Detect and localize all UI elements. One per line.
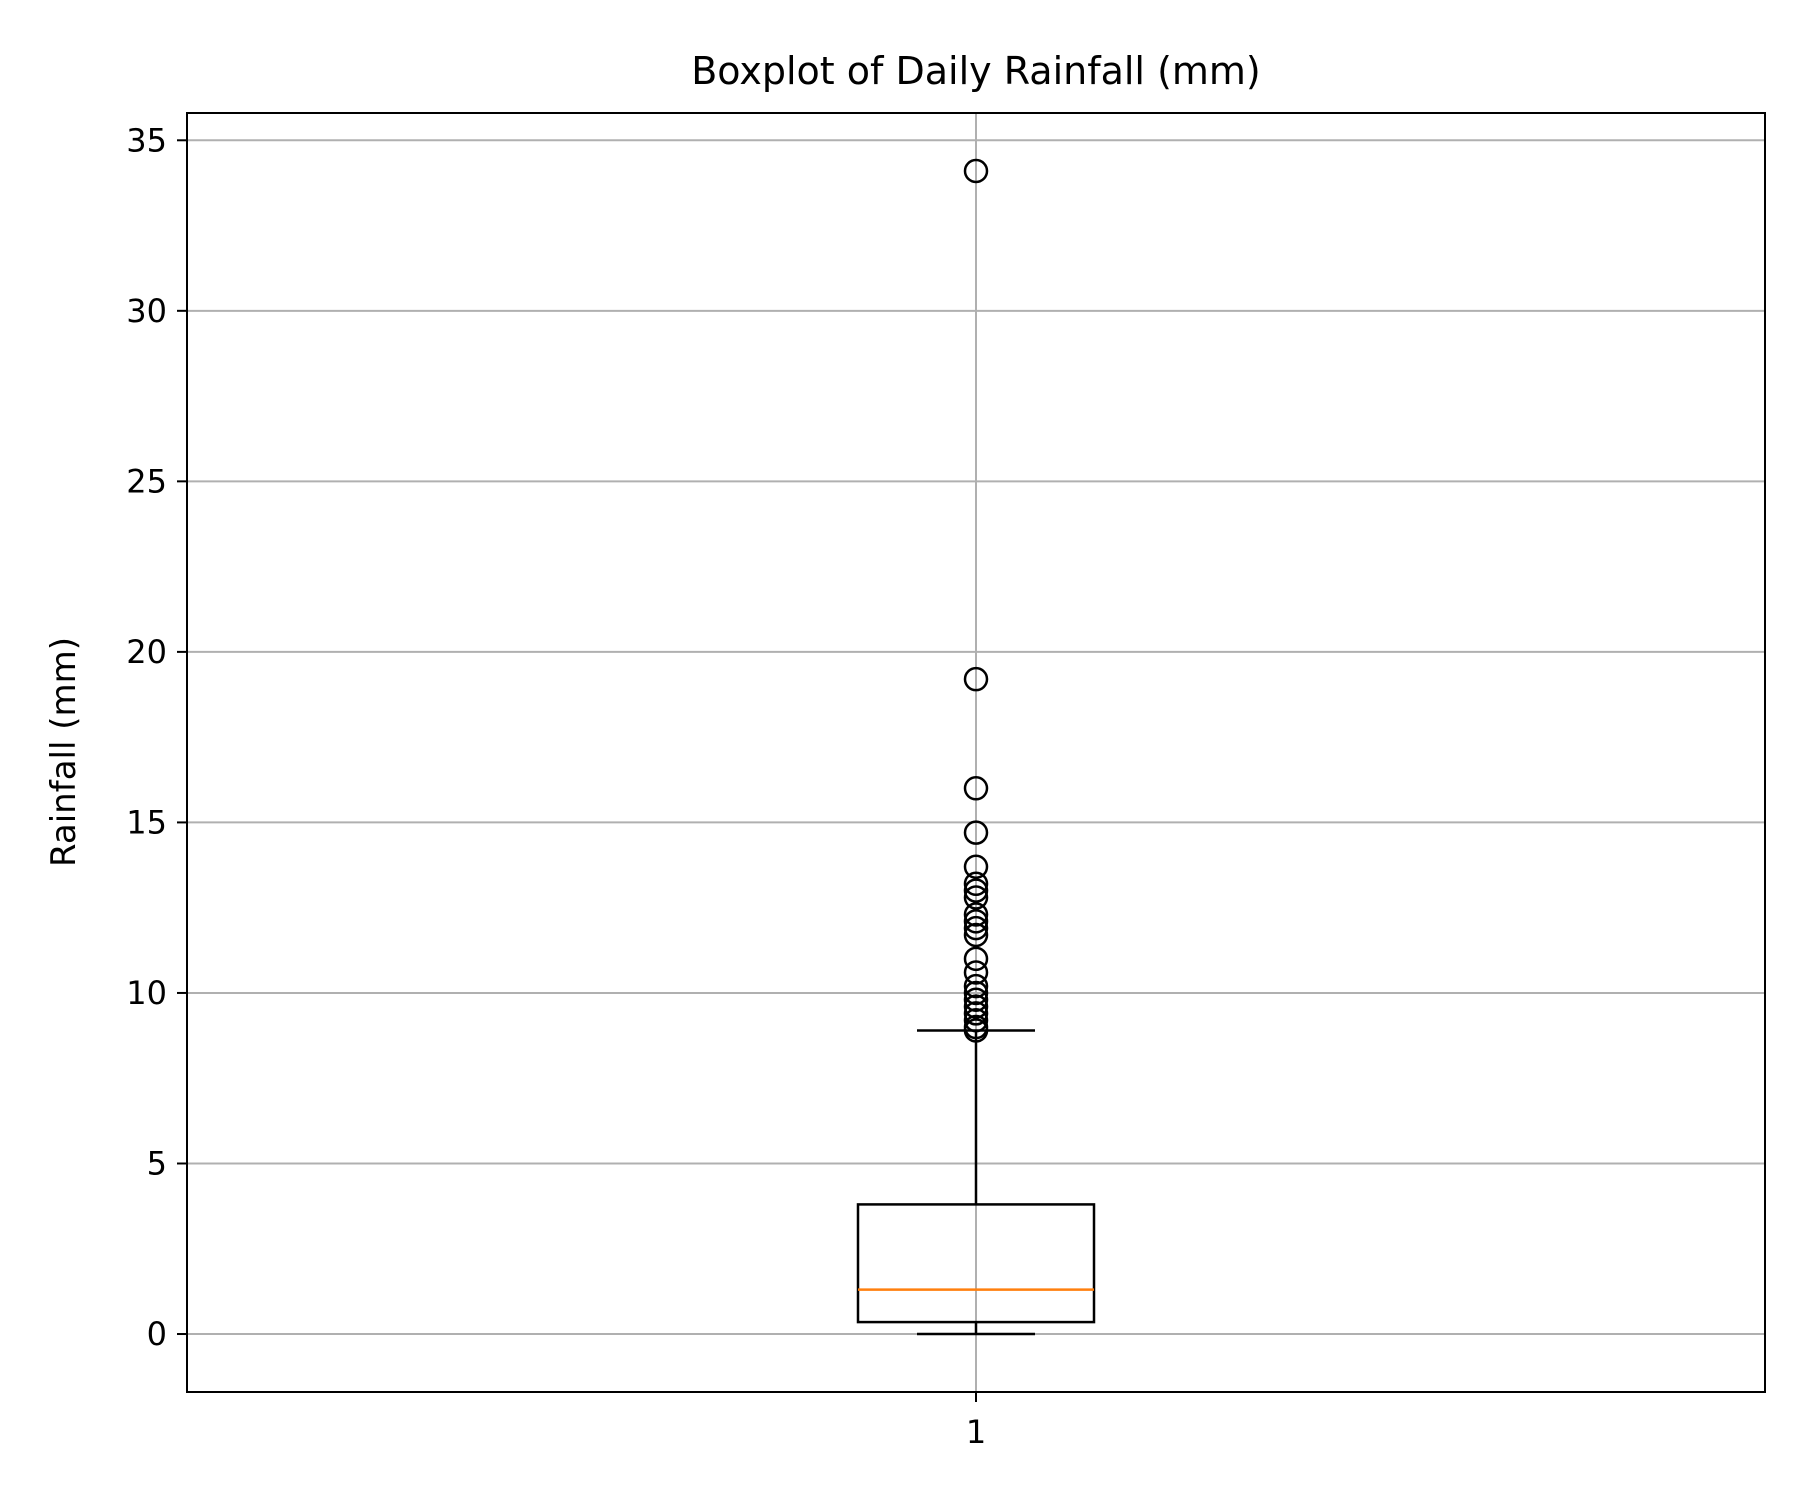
outlier-point bbox=[963, 922, 989, 948]
outlier-point bbox=[963, 994, 989, 1019]
outlier-point bbox=[963, 158, 989, 184]
outlier-point bbox=[963, 1014, 989, 1040]
axes-frame bbox=[186, 112, 1766, 1393]
outlier-point bbox=[963, 820, 989, 845]
outlier-point bbox=[963, 871, 989, 897]
y-tick-label: 5 bbox=[147, 1144, 167, 1182]
axis-layer: 0 5 10 15 20 25 30 35 1 bbox=[126, 121, 986, 1451]
y-tick-label: 10 bbox=[126, 974, 167, 1012]
y-tick-label: 15 bbox=[126, 803, 167, 841]
flier-layer bbox=[963, 158, 989, 1043]
outlier-point bbox=[963, 973, 989, 999]
y-tick-label: 0 bbox=[147, 1315, 167, 1353]
outlier-point bbox=[963, 902, 989, 927]
y-axis-label: Rainfall (mm) bbox=[44, 637, 84, 867]
outlier-point bbox=[963, 946, 989, 972]
outlier-point bbox=[963, 854, 989, 880]
y-tick-label: 25 bbox=[126, 462, 167, 500]
outlier-point bbox=[963, 666, 989, 692]
outlier-point bbox=[963, 1001, 989, 1026]
box-layer bbox=[856, 1029, 1096, 1336]
outlier-point bbox=[963, 878, 989, 903]
y-tick-label: 30 bbox=[126, 292, 167, 330]
iqr-box bbox=[856, 1203, 1096, 1324]
outlier-point bbox=[963, 980, 989, 1006]
y-tick-label: 20 bbox=[126, 633, 167, 671]
outlier-point bbox=[963, 960, 989, 985]
outlier-point bbox=[963, 987, 989, 1013]
outlier-point bbox=[963, 885, 989, 910]
chart-title: Boxplot of Daily Rainfall (mm) bbox=[691, 49, 1261, 93]
outlier-point bbox=[963, 1007, 989, 1033]
grid-layer bbox=[187, 113, 1765, 1392]
outlier-point bbox=[963, 915, 989, 941]
outlier-point bbox=[963, 909, 989, 934]
x-tick-label: 1 bbox=[966, 1413, 986, 1451]
y-tick-label: 35 bbox=[126, 121, 167, 159]
outlier-point bbox=[963, 776, 989, 801]
